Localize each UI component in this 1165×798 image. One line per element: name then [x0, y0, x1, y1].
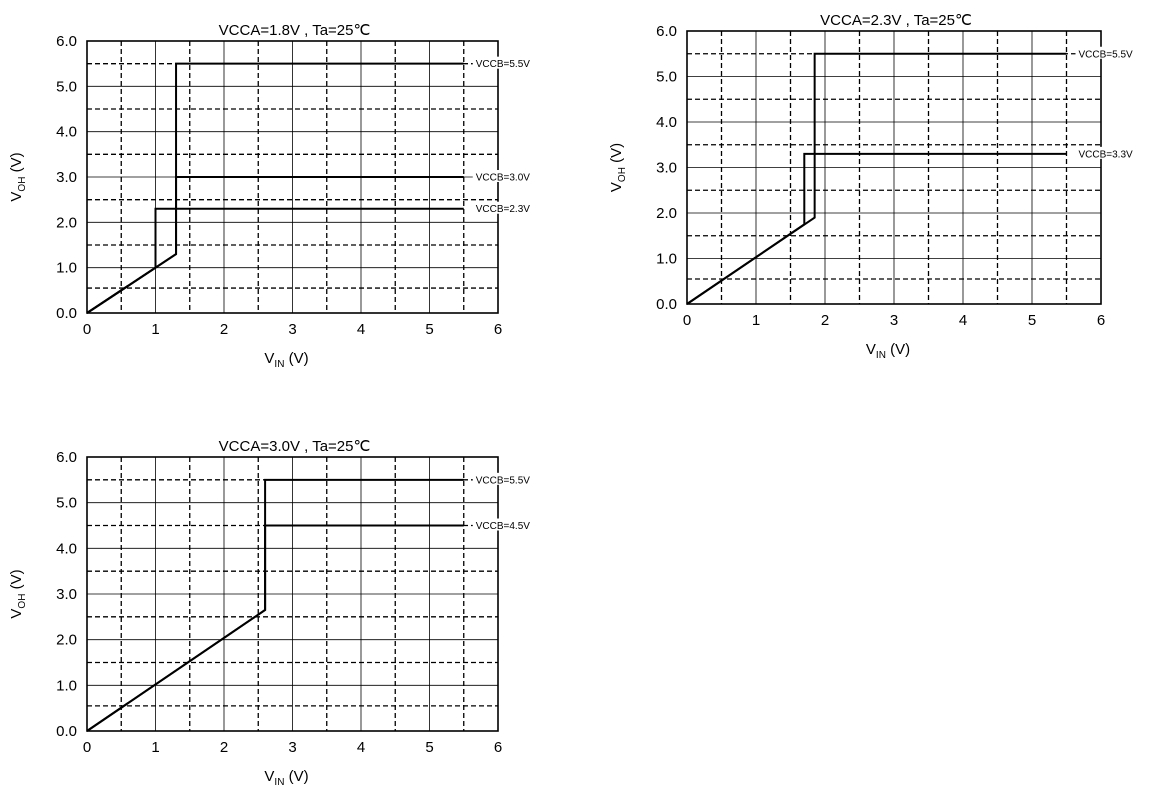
series-line-vccb-2-3v	[86, 207, 464, 314]
y-axis-label: VOH (V)	[608, 143, 628, 192]
x-tick-label: 6	[494, 321, 502, 338]
y-axis-label: VOH (V)	[8, 569, 28, 618]
y-tick-label: 4.0	[56, 540, 77, 557]
x-tick-label: 0	[683, 312, 691, 329]
chart-vcca-1-8v: VCCB=5.5V VCCB=3.0V VCCB=2.3V 0 1 2 3 4 5 6 0.0 1.0…	[8, 22, 547, 370]
series-label-vccb-5-5v: VCCB=5.5V	[476, 59, 531, 70]
y-tick-label: 4.0	[56, 124, 77, 141]
x-tick-label: 4	[357, 739, 365, 756]
x-tick-label: 3	[890, 312, 898, 329]
y-tick-label: 3.0	[56, 586, 77, 603]
y-tick-label: 2.0	[56, 632, 77, 649]
x-axis-label: VIN (V)	[866, 341, 910, 361]
y-axis-label: VOH (V)	[8, 152, 28, 201]
series-label-vccb-3-3v: VCCB=3.3V	[1079, 149, 1134, 160]
y-tick-label: 1.0	[656, 251, 677, 268]
y-tick-label: 0.0	[656, 296, 677, 313]
series-label-bg	[1075, 146, 1150, 159]
y-tick-label: 6.0	[56, 33, 77, 50]
chart-title: VCCA=3.0V , Ta=25℃	[219, 438, 371, 455]
x-tick-label: 5	[425, 321, 433, 338]
series-label-vccb-5-5v: VCCB=5.5V	[1079, 49, 1134, 60]
y-tick-label: 6.0	[656, 23, 677, 40]
chart-vcca-2-3v: VCCB=5.5V VCCB=3.3V 0 1 2 3 4 5 6 0.0 1.0 2.0 3.0 4.0…	[608, 12, 1150, 361]
series-label-vccb-5-5v: VCCB=5.5V	[476, 475, 531, 486]
y-tick-label: 0.0	[56, 305, 77, 322]
series-label-bg	[472, 472, 547, 485]
x-tick-label: 2	[220, 739, 228, 756]
chart-title: VCCA=2.3V , Ta=25℃	[820, 12, 972, 29]
x-tick-label: 5	[425, 739, 433, 756]
x-axis-label: VIN (V)	[264, 350, 308, 370]
y-tick-label: 5.0	[656, 69, 677, 86]
x-axis-label: VIN (V)	[264, 768, 308, 788]
x-tick-label: 0	[83, 321, 91, 338]
y-tick-label: 4.0	[656, 114, 677, 131]
x-tick-label: 3	[288, 739, 296, 756]
x-tick-label: 1	[151, 321, 159, 338]
plot-frame	[686, 30, 1102, 305]
x-tick-label: 2	[821, 312, 829, 329]
y-tick-label: 5.0	[56, 78, 77, 95]
series-line-vccb-4-5v	[86, 524, 464, 732]
y-tick-label: 1.0	[56, 677, 77, 694]
chart-title: VCCA=1.8V , Ta=25℃	[219, 22, 371, 39]
x-tick-label: 0	[83, 739, 91, 756]
x-tick-label: 1	[752, 312, 760, 329]
y-tick-label: 3.0	[56, 169, 77, 186]
series-label-bg	[472, 518, 547, 531]
x-tick-label: 4	[357, 321, 365, 338]
series-label-bg	[472, 170, 547, 182]
y-tick-label: 6.0	[56, 449, 77, 466]
x-tick-label: 4	[959, 312, 967, 329]
chart-vcca-3-0v: VCCB=5.5V VCCB=4.5V 0 1 2 3 4 5 6 0.0 1.0 2.0 3.0 4.0…	[8, 438, 547, 788]
x-tick-label: 3	[288, 321, 296, 338]
x-tick-label: 2	[220, 321, 228, 338]
y-tick-label: 2.0	[656, 205, 677, 222]
x-tick-label: 6	[494, 739, 502, 756]
x-tick-label: 5	[1028, 312, 1036, 329]
series-label-bg	[472, 201, 547, 214]
series-label-bg	[1075, 46, 1150, 59]
series-label-vccb-3-0v: VCCB=3.0V	[476, 173, 531, 184]
series-label-vccb-4-5v: VCCB=4.5V	[476, 521, 531, 532]
plot-frame	[86, 456, 499, 732]
series-label-bg	[472, 56, 547, 69]
y-tick-label: 1.0	[56, 260, 77, 277]
x-tick-label: 1	[151, 739, 159, 756]
series-label-vccb-2-3v: VCCB=2.3V	[476, 204, 531, 215]
y-tick-label: 5.0	[56, 495, 77, 512]
series-line-vccb-3-3v	[686, 152, 1067, 305]
y-tick-label: 2.0	[56, 214, 77, 231]
y-tick-label: 3.0	[656, 160, 677, 177]
y-tick-label: 0.0	[56, 723, 77, 740]
x-tick-label: 6	[1097, 312, 1105, 329]
